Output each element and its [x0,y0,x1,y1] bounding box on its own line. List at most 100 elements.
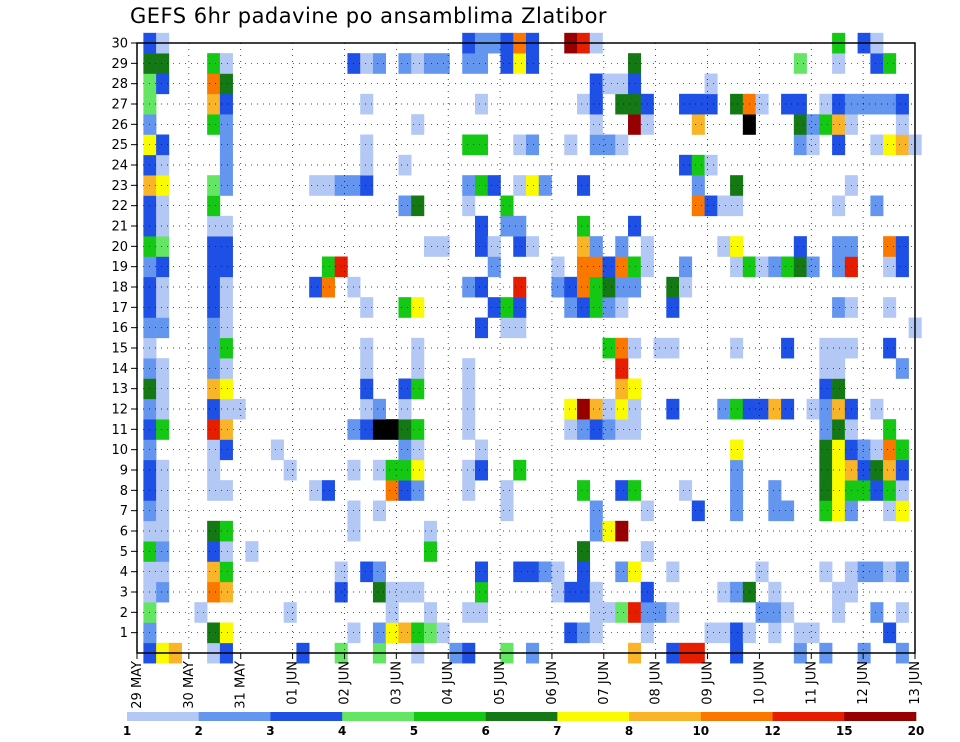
heatmap-cell [819,337,833,359]
y-tick-label: 16 [111,321,128,336]
heatmap-cell [653,602,667,623]
y-tick-label: 15 [111,342,128,357]
heatmap-cell [730,337,744,359]
heatmap-cell [819,439,833,461]
heatmap-cell [411,622,425,644]
heatmap-cell [385,459,399,481]
heatmap-cell [462,378,476,400]
heatmap-cell [730,622,744,644]
heatmap-cell [679,93,693,115]
heatmap-cell [156,459,170,481]
heatmap-cell [564,134,578,156]
heatmap-cell [360,53,374,74]
heatmap-cell [474,236,489,257]
heatmap-cell [781,602,795,623]
heatmap-cell [730,256,744,278]
heatmap-cell [679,256,693,278]
heatmap-cell [870,398,884,420]
heatmap-cell [462,480,476,501]
heatmap-cell [513,53,527,74]
heatmap-cell [500,297,514,318]
y-tick-label: 13 [111,382,128,397]
heatmap-cell [755,561,769,583]
heatmap-cell [360,134,374,156]
heatmap-cell [207,480,221,501]
heatmap-cell [411,378,425,400]
heatmap-cell [895,93,909,115]
y-tick-label: 22 [111,199,128,214]
colorbar-swatch [127,712,200,721]
heatmap-cell [207,439,221,461]
heatmap-cell [462,276,476,298]
heatmap-cell [564,297,578,318]
heatmap-cell [207,337,221,359]
heatmap-cell [513,134,527,156]
heatmap-cell [411,53,425,74]
heatmap-cell [628,93,642,115]
y-tick-label: 27 [111,98,128,113]
heatmap-cell [321,256,335,278]
heatmap-cell [564,276,578,298]
heatmap-cell [704,93,718,115]
heatmap-cell [411,439,425,461]
heatmap-cell [577,236,591,257]
heatmap-cell [819,561,833,583]
heatmap-cell [615,378,629,400]
heatmap-cell [819,480,833,501]
heatmap-cell [474,459,489,481]
heatmap-cell [806,256,820,278]
heatmap-cell [755,602,769,623]
colorbar-label: 1 [123,724,131,738]
heatmap-cell [207,53,221,74]
heatmap-cell [551,581,565,603]
heatmap-cell [219,317,233,339]
heatmap-cell [398,195,412,217]
heatmap-cell [321,175,335,196]
x-tick-label: 08 JUN [649,661,664,705]
heatmap-cell [883,622,897,644]
heatmap-cell [589,134,603,156]
heatmap-cell [895,358,909,379]
heatmap-cell [398,297,412,318]
heatmap-cell [411,581,425,603]
y-tick-label: 28 [111,77,128,92]
heatmap-cell [219,256,233,278]
heatmap-cell [615,337,629,359]
colorbar-label: 6 [481,724,489,738]
heatmap-cell [500,215,514,237]
heatmap-cell [615,419,629,440]
x-tick-label: 29 MAY [130,661,145,709]
heatmap-cell [628,276,642,298]
x-tick-label: 12 JUN [856,661,871,705]
heatmap-cell [207,73,221,95]
heatmap-cell [219,93,233,115]
y-tick-label: 23 [111,179,128,194]
heatmap-cell [883,297,897,318]
heatmap-cell [500,53,514,74]
heatmap-cell [283,459,297,481]
x-tick-label: 03 JUN [389,661,404,705]
y-tick-label: 5 [120,545,128,560]
x-tick-label: 30 MAY [182,661,197,709]
heatmap-cell [385,480,399,501]
heatmap-cell [832,358,846,379]
heatmap-cell [628,561,642,583]
heatmap-cell [691,154,705,176]
heatmap-cell [462,398,476,420]
heatmap-cell [207,520,221,542]
heatmap-cell [679,276,693,298]
heatmap-cell [768,581,782,603]
heatmap-cell [577,175,591,196]
heatmap-cell [156,541,170,562]
heatmap-cell [589,500,603,522]
heatmap-cell [755,398,769,420]
colorbar-swatch [629,712,702,721]
heatmap-cell [793,53,807,74]
heatmap-cell [768,398,782,420]
heatmap-cell [219,520,233,542]
heatmap-cell [666,337,680,359]
heatmap-cell [793,622,807,644]
heatmap-cell [615,602,629,623]
colorbar-swatch [844,712,917,721]
heatmap-cell [819,398,833,420]
